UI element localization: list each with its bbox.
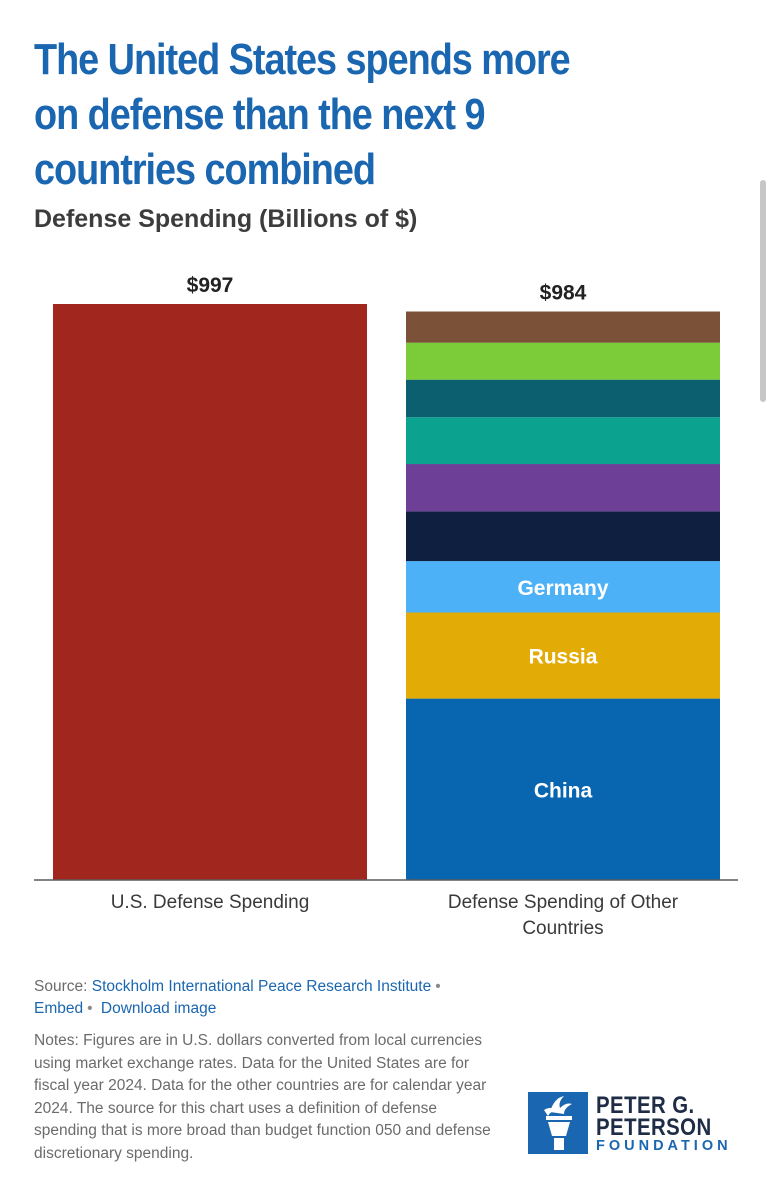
torch-icon	[528, 1092, 588, 1154]
bar-segment-unlabeled-9	[406, 311, 720, 343]
segment-label-germany: Germany	[517, 577, 608, 600]
stacked-bar-chart: China Russia Germany $997 $984 U.S. Defense …	[34, 274, 738, 939]
bar-segment-germany	[406, 561, 720, 613]
source-line: Source: Stockholm International Peace Re…	[34, 976, 484, 1020]
bar-segment-russia	[406, 612, 720, 699]
logo-line-2: PETERSON	[596, 1114, 712, 1141]
separator-dot: •	[87, 1000, 93, 1017]
separator-dot: •	[435, 978, 441, 995]
segment-label-russia: Russia	[529, 646, 598, 669]
total-value-label: $997	[187, 274, 234, 297]
logo-line-3: FOUNDATION	[596, 1138, 732, 1154]
category-label-us: U.S. Defense Spending	[111, 892, 310, 913]
embed-link[interactable]: Embed	[34, 1000, 84, 1017]
source-link[interactable]: Stockholm International Peace Research I…	[91, 978, 432, 995]
bar-segment-china	[406, 698, 720, 880]
bar-segment-unlabeled-7	[406, 379, 720, 418]
bar-segment-us	[53, 304, 367, 880]
chart-title: The United States spends more on defense…	[34, 35, 571, 194]
bar-segment-unlabeled-5	[406, 464, 720, 512]
peterson-foundation-logo: PETER G. PETERSON FOUNDATION	[528, 1092, 748, 1156]
category-label-other-countries: Defense Spending of Other Countries	[448, 892, 679, 939]
download-image-link[interactable]: Download image	[100, 1000, 217, 1017]
total-value-label: $984	[540, 282, 587, 305]
logo-line-1: PETER G.	[596, 1092, 695, 1119]
notes-text: Notes: Figures are in U.S. dollars conve…	[34, 1032, 491, 1162]
bar-segment-unlabeled-4	[406, 511, 720, 562]
chart-subtitle: Defense Spending (Billions of $)	[34, 205, 418, 233]
bar-segment-unlabeled-8	[406, 342, 720, 380]
bar-segment-unlabeled-6	[406, 417, 720, 465]
scrollbar[interactable]	[760, 180, 766, 402]
segment-label-china: China	[534, 779, 593, 802]
source-prefix: Source:	[34, 978, 88, 995]
